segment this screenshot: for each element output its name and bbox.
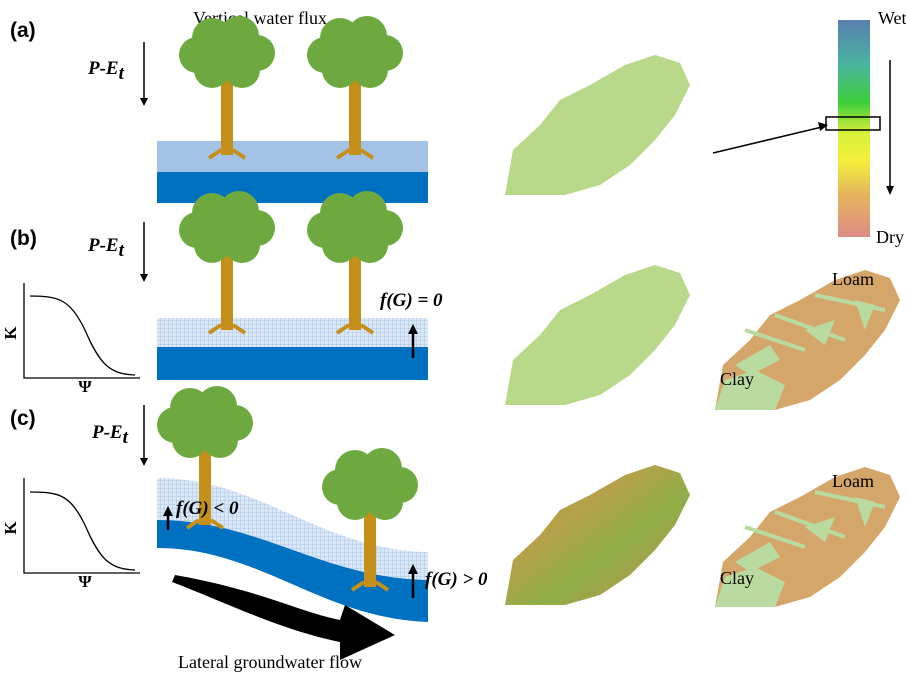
panel-label: (c) (10, 407, 36, 430)
flux-annotation: f(G) = 0 (380, 290, 443, 311)
text: t (123, 427, 129, 448)
soil-label: Loam (832, 269, 874, 289)
flux-annotation: f(G) < 0 (176, 498, 239, 519)
x-axis-label: Ψ (78, 572, 92, 591)
catchment-map (505, 55, 690, 195)
y-axis-label: K (1, 521, 20, 535)
catchment-map (505, 265, 690, 405)
soil-label: Clay (720, 369, 754, 389)
soil-map (715, 270, 900, 410)
caption: Lateral groundwater flow (178, 652, 362, 672)
text: t (119, 240, 125, 261)
text: t (119, 63, 125, 84)
flux-annotation: f(G) > 0 (425, 569, 488, 590)
panel-label: (b) (10, 227, 37, 250)
panel-label: (a) (10, 19, 36, 42)
colorbar-label: Wet (878, 8, 906, 28)
flux-label: P-Et (87, 58, 125, 84)
soil-label: Loam (832, 471, 874, 491)
x-axis-label: Ψ (78, 377, 92, 396)
catchment-dem (505, 465, 690, 605)
colorbar (838, 20, 870, 237)
text: P-E (87, 235, 119, 256)
flux-label: P-Et (87, 235, 125, 261)
soil-label: Clay (720, 568, 754, 588)
y-axis-label: K (1, 326, 20, 340)
text: P-E (91, 422, 123, 443)
text: P-E (87, 58, 119, 79)
colorbar-label: Dry (876, 227, 904, 247)
flux-label: P-Et (91, 422, 129, 448)
